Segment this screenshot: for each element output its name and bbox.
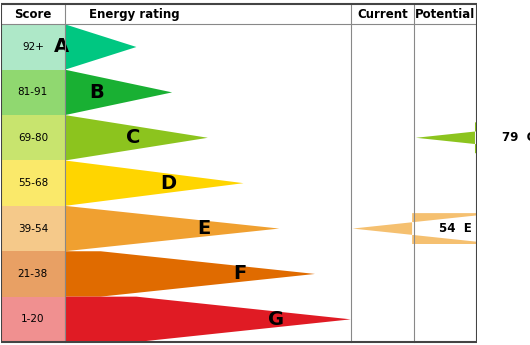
Bar xyxy=(1,24,65,70)
Polygon shape xyxy=(65,206,279,251)
Text: 39-54: 39-54 xyxy=(17,224,48,234)
Bar xyxy=(351,160,477,206)
Text: E: E xyxy=(198,219,211,238)
Polygon shape xyxy=(65,24,136,70)
Bar xyxy=(1,115,65,160)
Text: 79  C: 79 C xyxy=(501,131,530,144)
Text: 55-68: 55-68 xyxy=(17,178,48,188)
Text: A: A xyxy=(54,38,69,57)
Bar xyxy=(1,4,477,24)
Text: 1-20: 1-20 xyxy=(21,314,45,324)
Bar xyxy=(1,70,65,115)
Text: 81-91: 81-91 xyxy=(17,87,48,97)
Text: Score: Score xyxy=(14,8,51,21)
Bar xyxy=(351,115,477,160)
Polygon shape xyxy=(65,70,172,115)
Bar xyxy=(1,160,65,206)
Polygon shape xyxy=(416,122,530,153)
Text: 92+: 92+ xyxy=(22,42,44,52)
Bar xyxy=(351,297,477,342)
Text: Energy rating: Energy rating xyxy=(89,8,180,21)
Text: Current: Current xyxy=(357,8,408,21)
Polygon shape xyxy=(65,160,244,206)
Text: 69-80: 69-80 xyxy=(18,133,48,143)
Text: 21-38: 21-38 xyxy=(17,269,48,279)
Bar xyxy=(1,206,65,251)
Text: F: F xyxy=(233,265,246,284)
Polygon shape xyxy=(65,251,315,297)
Text: Potential: Potential xyxy=(416,8,475,21)
Bar xyxy=(351,206,477,251)
Polygon shape xyxy=(65,297,351,342)
Text: C: C xyxy=(126,128,140,147)
Text: D: D xyxy=(161,174,176,193)
Bar xyxy=(351,70,477,115)
Bar xyxy=(1,297,65,342)
Text: B: B xyxy=(90,83,104,102)
Bar xyxy=(351,24,477,70)
Text: 54  E: 54 E xyxy=(439,222,472,235)
Bar xyxy=(351,251,477,297)
Text: G: G xyxy=(268,310,284,329)
Polygon shape xyxy=(65,115,208,160)
Polygon shape xyxy=(352,213,498,244)
Bar xyxy=(1,251,65,297)
